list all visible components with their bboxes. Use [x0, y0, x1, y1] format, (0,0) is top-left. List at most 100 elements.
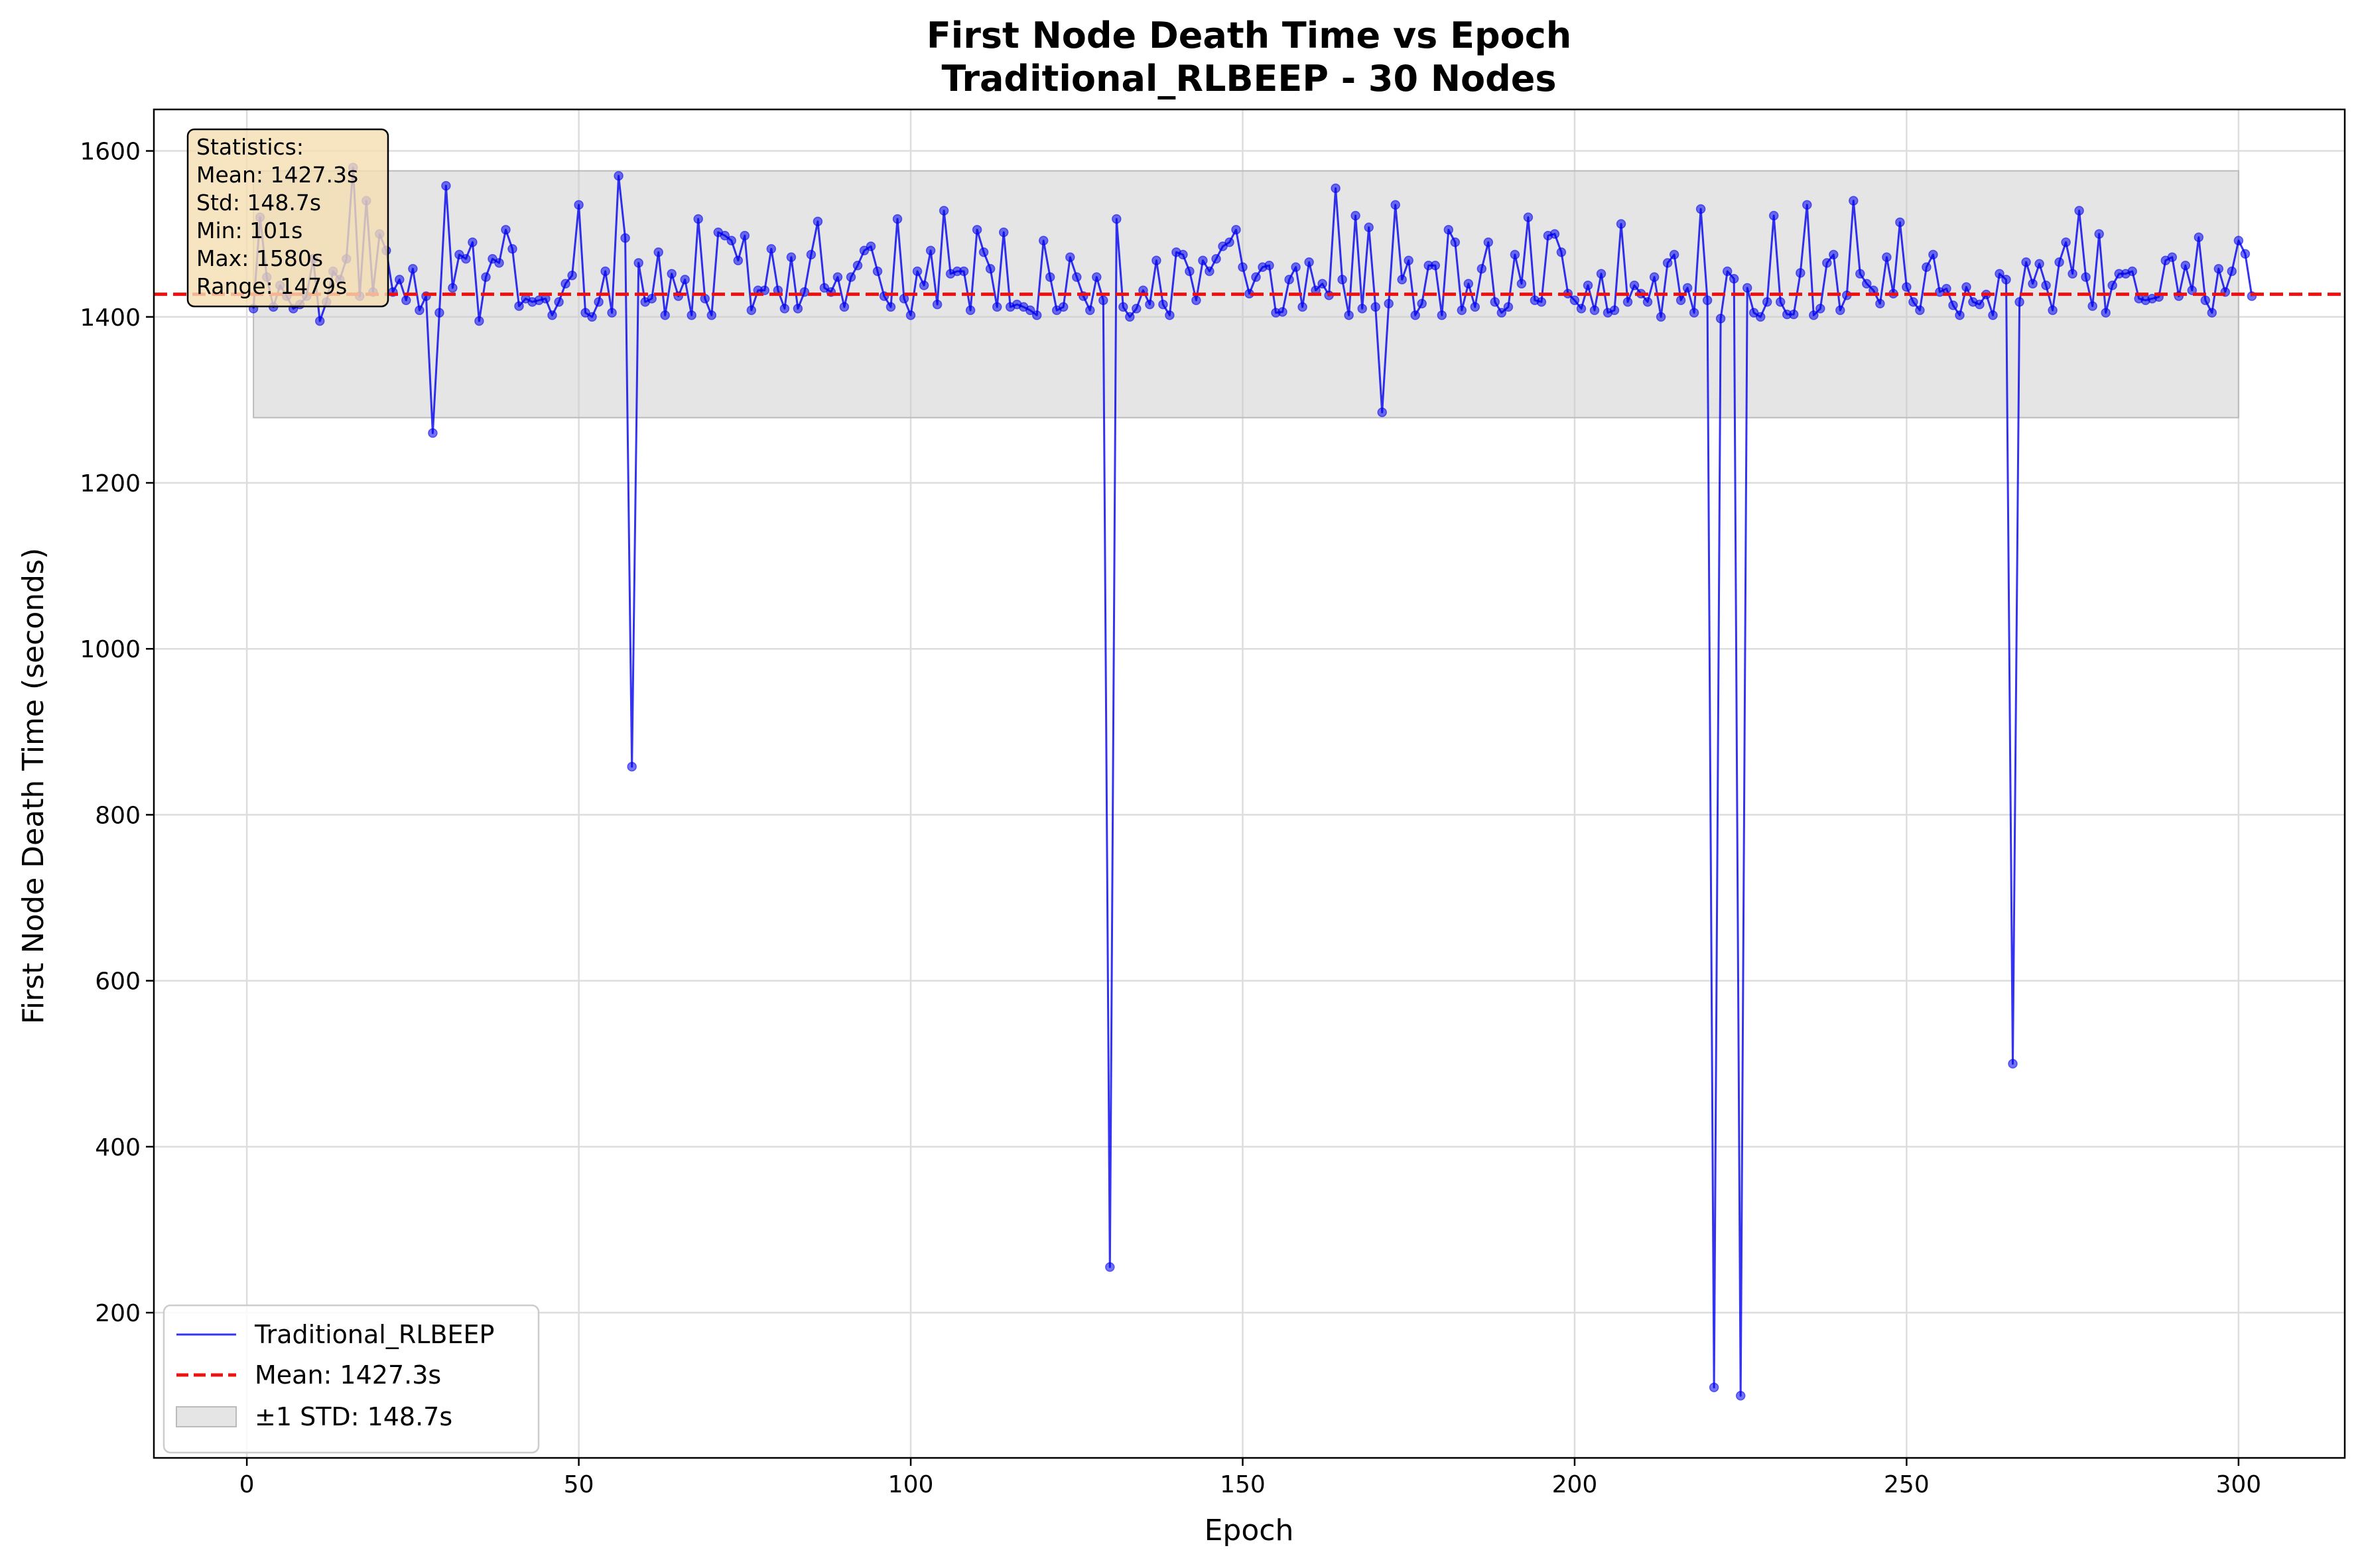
- data-point: [2180, 260, 2191, 271]
- data-point: [2107, 280, 2117, 291]
- data-point: [1145, 299, 1155, 310]
- data-point: [932, 299, 943, 310]
- y-tick-label: 1400: [80, 304, 141, 332]
- data-point: [1596, 269, 1607, 279]
- data-point: [1205, 266, 1215, 277]
- data-point: [567, 270, 577, 281]
- data-point: [1675, 295, 1686, 305]
- data-point: [1344, 310, 1354, 320]
- data-point: [759, 285, 770, 295]
- data-point: [1317, 279, 1327, 289]
- data-point: [1284, 275, 1294, 285]
- data-point: [448, 283, 458, 293]
- data-point: [1350, 210, 1360, 221]
- x-tick-label: 0: [239, 1471, 255, 1498]
- legend-frame: [163, 1304, 540, 1454]
- data-point: [574, 200, 584, 210]
- data-point: [1185, 266, 1195, 277]
- data-point: [813, 216, 823, 227]
- data-point: [799, 287, 810, 297]
- data-point: [919, 280, 929, 291]
- data-point: [1072, 272, 1082, 282]
- data-point: [866, 241, 876, 251]
- data-point: [1882, 252, 1892, 262]
- data-point: [614, 170, 624, 181]
- data-point: [1715, 314, 1726, 324]
- data-point: [2167, 252, 2178, 262]
- data-point: [1835, 305, 1845, 316]
- data-point: [560, 279, 570, 289]
- data-point: [1895, 217, 1905, 228]
- data-point: [1556, 247, 1567, 257]
- data-point: [1523, 212, 1534, 222]
- data-point: [494, 258, 504, 268]
- data-point: [740, 230, 750, 241]
- data-point: [726, 235, 737, 245]
- data-point: [2001, 275, 2011, 285]
- data-point: [839, 302, 850, 312]
- data-point: [1337, 275, 1347, 285]
- data-point: [627, 761, 637, 772]
- data-point: [1198, 255, 1208, 265]
- data-point: [965, 305, 976, 316]
- legend-std-label: ±1 STD: 148.7s: [255, 1402, 452, 1431]
- data-point: [587, 312, 597, 322]
- statistics-max: Max: 1580s: [196, 245, 323, 271]
- data-point: [1118, 302, 1128, 312]
- data-point: [1151, 255, 1161, 265]
- data-point: [1669, 249, 1679, 260]
- legend-series-label: Traditional_RLBEEP: [254, 1320, 494, 1349]
- data-point: [1862, 279, 1872, 289]
- data-point: [1609, 305, 1620, 316]
- data-point: [905, 310, 916, 320]
- data-point: [1025, 305, 1035, 316]
- data-point: [2087, 301, 2097, 311]
- plot-area: 0 50 100 150 200 250 300 200 400 600 800 1000 1200 14…: [80, 108, 2346, 1498]
- data-point: [554, 296, 564, 307]
- data-point: [1928, 249, 1938, 260]
- data-point: [468, 237, 478, 247]
- data-point: [1948, 300, 1958, 310]
- data-point: [594, 296, 604, 307]
- data-point: [1649, 272, 1660, 282]
- data-point: [1251, 272, 1261, 282]
- statistics-title: Statistics:: [196, 134, 304, 160]
- data-point: [1490, 296, 1500, 307]
- data-point: [1642, 296, 1653, 307]
- data-point: [1450, 237, 1461, 247]
- data-point: [872, 266, 883, 277]
- legend: Traditional_RLBEEP Mean: 1427.3s ±1 STD:…: [163, 1304, 540, 1454]
- data-point: [972, 225, 982, 235]
- data-point: [1503, 302, 1514, 312]
- data-point: [1132, 304, 1142, 314]
- x-tick-label: 250: [1884, 1471, 1930, 1498]
- data-point: [852, 260, 863, 271]
- data-point: [428, 428, 438, 438]
- data-point: [1709, 1382, 1719, 1392]
- data-point: [1549, 229, 1560, 239]
- statistics-box-frame: [186, 128, 389, 308]
- data-point: [706, 310, 717, 320]
- data-point: [939, 206, 949, 216]
- data-point: [1377, 407, 1387, 417]
- data-point: [1098, 295, 1108, 305]
- data-point: [1357, 304, 1367, 314]
- data-point: [1875, 298, 1885, 309]
- x-tick-label: 150: [1220, 1471, 1266, 1498]
- data-point: [441, 180, 451, 191]
- data-point: [680, 275, 690, 285]
- data-point: [687, 310, 696, 320]
- y-tick-label: 600: [95, 968, 141, 996]
- data-point: [607, 308, 617, 318]
- data-point: [1729, 273, 1739, 284]
- data-point: [1191, 295, 1201, 305]
- data-point: [1291, 262, 1301, 272]
- data-point: [514, 301, 524, 311]
- data-point: [693, 214, 703, 224]
- data-point: [1178, 249, 1188, 260]
- data-point: [547, 310, 557, 320]
- data-point: [958, 266, 969, 277]
- data-point: [314, 316, 325, 326]
- data-point: [1829, 249, 1839, 260]
- data-point: [2081, 272, 2091, 282]
